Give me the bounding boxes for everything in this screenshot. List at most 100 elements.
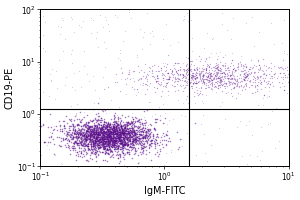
Point <box>106 145 111 148</box>
Point <box>127 138 132 141</box>
Point <box>106 129 111 132</box>
Point <box>114 132 119 136</box>
Point <box>125 137 130 140</box>
Point <box>124 138 129 141</box>
Point <box>200 69 204 72</box>
Point <box>88 144 93 148</box>
Point <box>131 134 136 137</box>
Point <box>198 91 203 94</box>
Point <box>113 136 118 139</box>
Point <box>74 133 79 136</box>
Point <box>130 128 135 131</box>
Point <box>108 134 112 137</box>
Point <box>122 143 126 147</box>
Point <box>110 131 115 134</box>
Point <box>145 131 150 134</box>
Point <box>120 127 124 130</box>
Point <box>218 71 223 74</box>
Point <box>188 81 193 84</box>
Point <box>110 141 115 144</box>
Point <box>98 130 102 133</box>
Point <box>166 81 170 84</box>
Point <box>84 139 88 142</box>
Point <box>235 81 239 84</box>
Point <box>122 141 127 144</box>
Point <box>207 73 212 76</box>
Point <box>199 71 204 74</box>
Point <box>98 138 103 141</box>
Point <box>105 141 110 144</box>
Point <box>281 67 286 71</box>
Point <box>169 84 174 87</box>
Point <box>123 135 128 138</box>
Point <box>195 75 200 78</box>
Point <box>116 144 121 147</box>
Point <box>40 124 45 127</box>
Point <box>132 140 136 144</box>
Point <box>85 146 90 149</box>
Point <box>97 142 102 145</box>
Point <box>260 97 265 100</box>
Point <box>125 144 130 147</box>
Point <box>203 77 208 80</box>
Point <box>96 126 101 130</box>
Point <box>82 137 87 141</box>
Point <box>113 132 118 135</box>
Point <box>138 76 143 80</box>
Point <box>174 77 179 80</box>
Point <box>101 122 106 126</box>
Point <box>95 140 100 143</box>
Point <box>103 127 108 130</box>
Point <box>61 124 66 127</box>
Point <box>120 130 125 133</box>
Point <box>92 133 96 136</box>
Point <box>116 144 121 148</box>
Point <box>88 128 93 131</box>
Point <box>69 62 74 65</box>
Point <box>49 125 54 129</box>
Point <box>119 131 124 134</box>
Point <box>114 132 119 135</box>
Point <box>131 140 136 143</box>
Point <box>233 68 238 72</box>
Point <box>89 124 94 127</box>
Point <box>88 132 93 135</box>
Point <box>177 73 182 76</box>
Point <box>201 67 206 70</box>
Point <box>128 131 133 134</box>
Point <box>100 108 105 111</box>
Point <box>102 147 107 150</box>
Point <box>100 134 105 137</box>
Point <box>101 139 106 142</box>
Point <box>112 147 116 150</box>
Point <box>286 80 290 84</box>
Point <box>122 131 127 134</box>
Point <box>155 148 160 151</box>
Point <box>107 134 112 138</box>
Point <box>84 134 88 138</box>
Point <box>95 132 100 135</box>
Point <box>170 74 175 77</box>
Point <box>109 127 114 130</box>
Point <box>106 139 110 143</box>
Point <box>108 138 113 141</box>
Point <box>106 132 111 135</box>
Point <box>123 129 128 132</box>
Point <box>86 125 91 129</box>
Point <box>226 68 231 71</box>
Point <box>99 140 104 143</box>
Point <box>231 67 236 70</box>
Point <box>138 139 143 142</box>
Point <box>219 69 224 72</box>
Point <box>47 94 52 97</box>
Point <box>112 127 117 130</box>
Point <box>93 124 98 127</box>
Point <box>99 142 104 146</box>
Point <box>92 140 96 143</box>
Point <box>277 71 282 74</box>
Point <box>229 70 234 73</box>
Point <box>89 135 94 138</box>
Point <box>116 149 120 153</box>
Point <box>124 141 129 145</box>
Point <box>84 130 88 133</box>
